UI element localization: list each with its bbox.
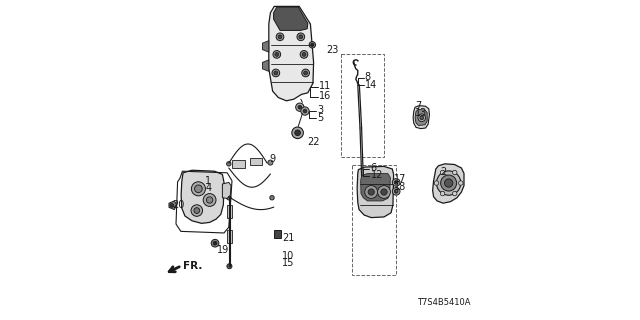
Circle shape — [298, 105, 302, 109]
Polygon shape — [250, 158, 262, 165]
Text: 1: 1 — [205, 176, 211, 186]
Circle shape — [170, 204, 174, 207]
Circle shape — [227, 264, 232, 269]
Polygon shape — [361, 173, 390, 201]
Text: 22: 22 — [307, 137, 320, 148]
Text: 5: 5 — [317, 113, 323, 123]
Text: 8: 8 — [365, 72, 371, 83]
Bar — [352, 165, 396, 275]
Circle shape — [309, 42, 316, 48]
Circle shape — [302, 69, 310, 77]
Text: T7S4B5410A: T7S4B5410A — [417, 298, 470, 307]
Circle shape — [295, 130, 301, 136]
Text: 6: 6 — [371, 163, 377, 173]
Bar — [342, 54, 384, 157]
Circle shape — [191, 182, 205, 196]
Text: 9: 9 — [269, 154, 275, 164]
Text: FR.: FR. — [183, 260, 202, 271]
Circle shape — [268, 160, 273, 165]
Text: 16: 16 — [319, 91, 332, 101]
Polygon shape — [413, 106, 429, 129]
Circle shape — [378, 186, 390, 198]
Circle shape — [227, 162, 231, 166]
Circle shape — [299, 35, 303, 39]
Circle shape — [302, 52, 306, 56]
Circle shape — [392, 188, 400, 195]
Circle shape — [278, 35, 282, 39]
Circle shape — [458, 181, 463, 185]
Text: 14: 14 — [365, 80, 377, 90]
Polygon shape — [274, 230, 281, 238]
Circle shape — [297, 33, 305, 41]
Circle shape — [274, 71, 278, 75]
Circle shape — [381, 189, 387, 195]
Polygon shape — [262, 60, 269, 71]
Polygon shape — [227, 230, 232, 243]
Circle shape — [440, 170, 445, 175]
Circle shape — [436, 171, 461, 195]
Circle shape — [272, 69, 280, 77]
Circle shape — [394, 189, 398, 193]
Circle shape — [420, 116, 424, 120]
Polygon shape — [181, 170, 224, 223]
Circle shape — [301, 107, 309, 115]
Circle shape — [440, 191, 445, 196]
Circle shape — [273, 51, 280, 58]
Circle shape — [444, 179, 453, 187]
Circle shape — [275, 52, 279, 56]
Polygon shape — [415, 109, 428, 125]
Text: 20: 20 — [172, 200, 184, 210]
Circle shape — [204, 194, 216, 206]
Text: 10: 10 — [282, 251, 294, 261]
Text: 18: 18 — [394, 181, 406, 192]
Text: 13: 13 — [415, 108, 428, 118]
Circle shape — [194, 208, 200, 213]
Text: 2: 2 — [440, 167, 447, 177]
Circle shape — [213, 241, 217, 245]
Polygon shape — [232, 160, 245, 168]
Text: 17: 17 — [394, 174, 406, 184]
Text: 15: 15 — [282, 258, 294, 268]
Circle shape — [292, 127, 303, 139]
Circle shape — [276, 33, 284, 41]
Circle shape — [394, 180, 398, 184]
Text: 21: 21 — [282, 233, 294, 244]
Text: 3: 3 — [317, 105, 323, 116]
Circle shape — [452, 191, 457, 196]
Circle shape — [392, 179, 400, 186]
Circle shape — [195, 185, 202, 193]
Circle shape — [211, 239, 219, 247]
Circle shape — [270, 196, 275, 200]
Circle shape — [418, 114, 426, 122]
Circle shape — [452, 170, 457, 175]
Circle shape — [191, 205, 202, 216]
Circle shape — [311, 43, 314, 46]
Circle shape — [435, 181, 439, 185]
Text: 23: 23 — [326, 44, 338, 55]
Circle shape — [304, 71, 308, 75]
Text: 4: 4 — [205, 183, 211, 193]
Circle shape — [227, 196, 231, 200]
Polygon shape — [433, 164, 464, 203]
Text: 7: 7 — [415, 100, 421, 111]
Text: 11: 11 — [319, 81, 332, 92]
Circle shape — [368, 189, 374, 195]
Text: 12: 12 — [371, 170, 383, 180]
Polygon shape — [227, 205, 232, 218]
Circle shape — [296, 103, 304, 111]
Polygon shape — [274, 7, 308, 30]
Text: 19: 19 — [217, 245, 229, 255]
Polygon shape — [169, 201, 177, 210]
Polygon shape — [223, 182, 231, 198]
Circle shape — [440, 175, 457, 191]
Polygon shape — [269, 6, 314, 101]
Circle shape — [300, 51, 308, 58]
Circle shape — [365, 186, 378, 198]
Circle shape — [206, 197, 212, 203]
Polygon shape — [262, 41, 269, 52]
Circle shape — [303, 109, 307, 113]
Polygon shape — [357, 166, 394, 218]
